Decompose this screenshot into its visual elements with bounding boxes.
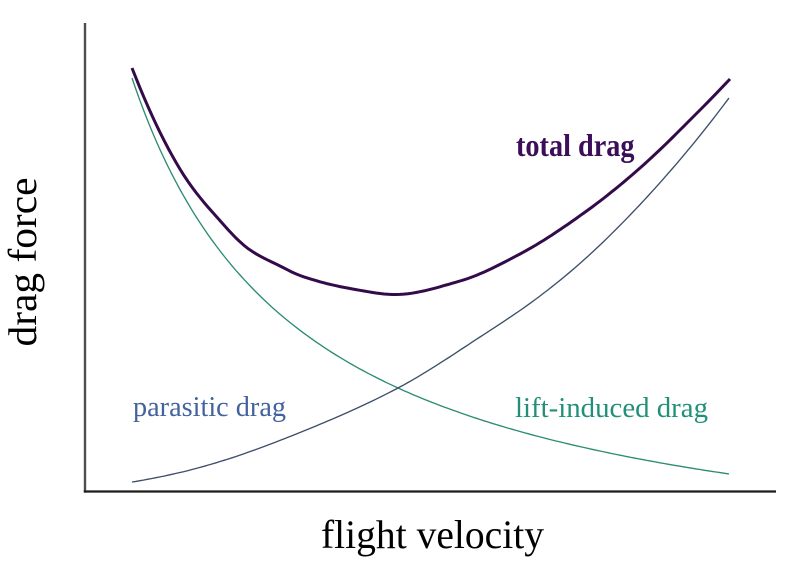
svg-text:parasitic drag: parasitic drag — [133, 392, 286, 423]
svg-text:flight velocity: flight velocity — [321, 512, 544, 557]
svg-text:drag force: drag force — [0, 178, 45, 347]
svg-text:lift-induced drag: lift-induced drag — [515, 393, 708, 424]
svg-text:total drag: total drag — [516, 128, 635, 163]
